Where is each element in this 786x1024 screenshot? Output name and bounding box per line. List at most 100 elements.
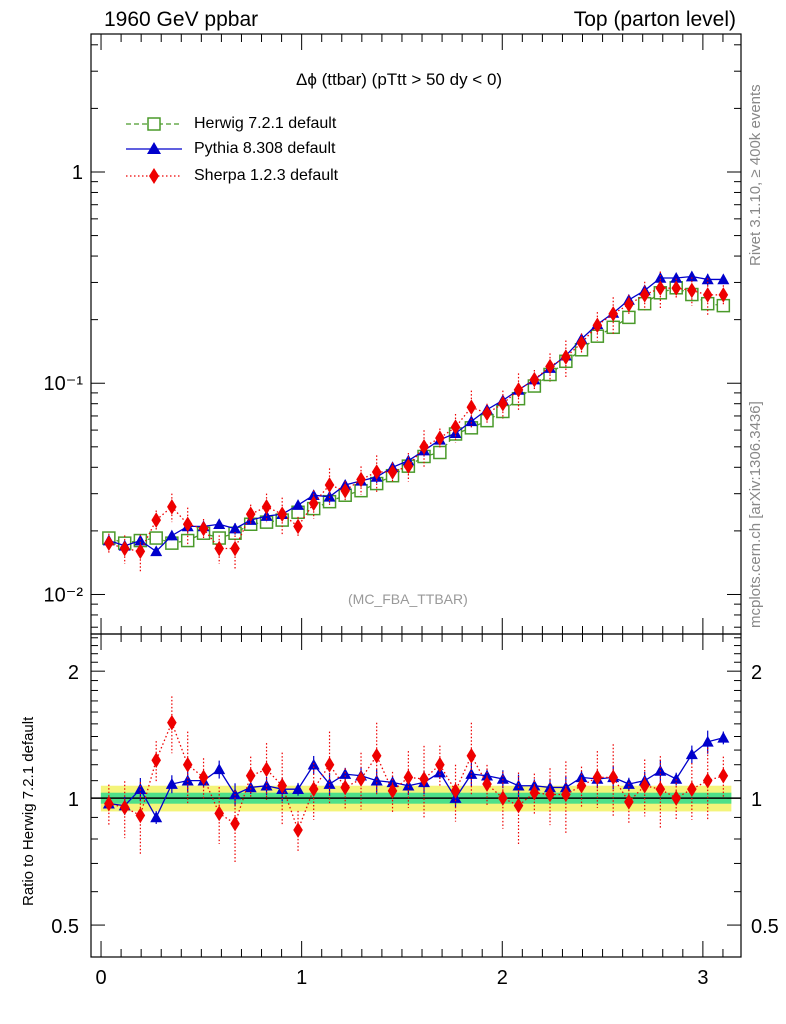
pythia-ratio-point [496, 773, 509, 784]
pythia-legend-label: Pythia 8.308 default [194, 140, 336, 157]
ratio-y-tick-label-right: 0.5 [751, 916, 779, 938]
pythia-point [670, 271, 683, 283]
herwig-series-line [108, 287, 724, 544]
sherpa-ratio-point [545, 786, 555, 803]
pythia-ratio-point [339, 768, 352, 779]
herwig-legend-marker [126, 117, 182, 131]
pythia-ratio-point [685, 748, 698, 760]
sherpa-ratio-point [561, 786, 571, 803]
ratio-y-tick-label-left: 2 [68, 662, 79, 684]
pythia-point [654, 271, 667, 283]
sherpa-ratio-point [308, 781, 319, 797]
sherpa-point [182, 516, 193, 533]
sherpa-point [230, 540, 240, 557]
pythia-ratio-point [512, 779, 525, 791]
sherpa-point [639, 287, 650, 303]
pythia-ratio-point [323, 778, 336, 789]
sherpa-ratio-point [702, 772, 713, 789]
pythia-point [292, 499, 305, 510]
sherpa-point [687, 282, 697, 299]
sherpa-ratio-point [104, 795, 114, 812]
pythia-point [229, 522, 242, 534]
pythia-point [134, 534, 147, 546]
sherpa-point [104, 535, 114, 551]
sherpa-ratio-point [529, 784, 540, 801]
sherpa-ratio-line [108, 720, 724, 832]
sherpa-ratio-point [513, 797, 524, 814]
pythia-ratio-point [181, 774, 194, 786]
pythia-ratio-point [575, 771, 588, 783]
pythia-ratio-point [244, 781, 257, 793]
sherpa-ratio-point [293, 822, 303, 838]
pythia-point [150, 545, 163, 557]
sherpa-ratio-point [167, 714, 177, 731]
sherpa-point [293, 518, 303, 535]
sherpa-series-line [108, 287, 724, 553]
sherpa-point [340, 482, 350, 499]
sherpa-point [466, 399, 477, 416]
sherpa-ratio-point [450, 783, 461, 799]
pythia-ratio-point [481, 769, 494, 781]
legend-entry-sherpa: Sherpa 1.2.3 default [124, 165, 338, 187]
sherpa-point [513, 382, 524, 398]
ratio-y-tick-label-left: 1 [68, 789, 79, 811]
sherpa-ratio-point [182, 756, 193, 773]
sherpa-point [624, 296, 634, 313]
ratio-plot-frame [90, 633, 742, 958]
sherpa-ratio-point [356, 771, 366, 787]
pythia-ratio-point [150, 811, 163, 823]
sherpa-point [324, 477, 335, 493]
sherpa-ratio-point [151, 752, 162, 769]
sherpa-ratio-point [718, 767, 729, 784]
main-y-tick-label: 10⁻² [44, 584, 84, 606]
sherpa-point [435, 430, 445, 446]
sherpa-ratio-point [435, 756, 445, 773]
pythia-point [323, 490, 336, 502]
sherpa-point [151, 512, 162, 528]
sherpa-point [277, 506, 287, 522]
x-tick-label: 0 [95, 967, 106, 989]
sherpa-point [308, 495, 319, 512]
mcplots-label: mcplots.cern.ch [arXiv:1306.3436] [747, 401, 764, 628]
sherpa-point [403, 458, 414, 474]
pythia-ratio-point [213, 763, 226, 775]
sherpa-ratio-point [324, 756, 335, 773]
sherpa-ratio-point [419, 771, 429, 787]
sherpa-point [545, 358, 555, 375]
sherpa-point [702, 287, 713, 303]
pythia-ratio-point [260, 779, 273, 791]
sherpa-point [655, 280, 666, 296]
pythia-ratio-point [701, 735, 714, 747]
sherpa-ratio-point [655, 781, 666, 797]
herwig-legend-label: Herwig 7.2.1 default [194, 115, 337, 132]
sherpa-ratio-point [624, 794, 634, 810]
sherpa-point [529, 371, 540, 388]
sherpa-ratio-point [498, 790, 508, 806]
pythia-ratio-point [165, 778, 178, 789]
sherpa-ratio-point [119, 799, 130, 816]
sherpa-point [608, 306, 619, 322]
sherpa-point [245, 506, 256, 522]
sherpa-ratio-point [403, 769, 414, 786]
sherpa-ratio-point [466, 747, 477, 764]
sherpa-point [592, 317, 603, 334]
sherpa-ratio-point [214, 805, 224, 822]
rivet-version-label: Rivet 3.1.10, ≥ 400k events [747, 84, 764, 266]
sherpa-point [561, 349, 571, 365]
ratio-axis-label: Ratio to Herwig 7.2.1 default [20, 716, 37, 906]
pythia-ratio-point [670, 773, 683, 784]
plot-title: Δϕ (ttbar) (pTtt > 50 dy < 0) [296, 70, 503, 89]
x-tick-label: 2 [497, 967, 508, 989]
sherpa-ratio-point [261, 761, 272, 778]
pythia-ratio-point [465, 768, 478, 779]
sherpa-ratio-point [639, 777, 650, 794]
sherpa-point [387, 464, 398, 480]
sherpa-ratio-point [245, 767, 256, 784]
sherpa-point [198, 520, 209, 537]
header-process: Top (parton level) [573, 8, 736, 31]
sherpa-ratio-point [576, 777, 587, 794]
x-tick-label: 1 [296, 967, 307, 989]
sherpa-ratio-point [608, 769, 619, 786]
main-y-tick-label: 10⁻¹ [44, 373, 84, 395]
